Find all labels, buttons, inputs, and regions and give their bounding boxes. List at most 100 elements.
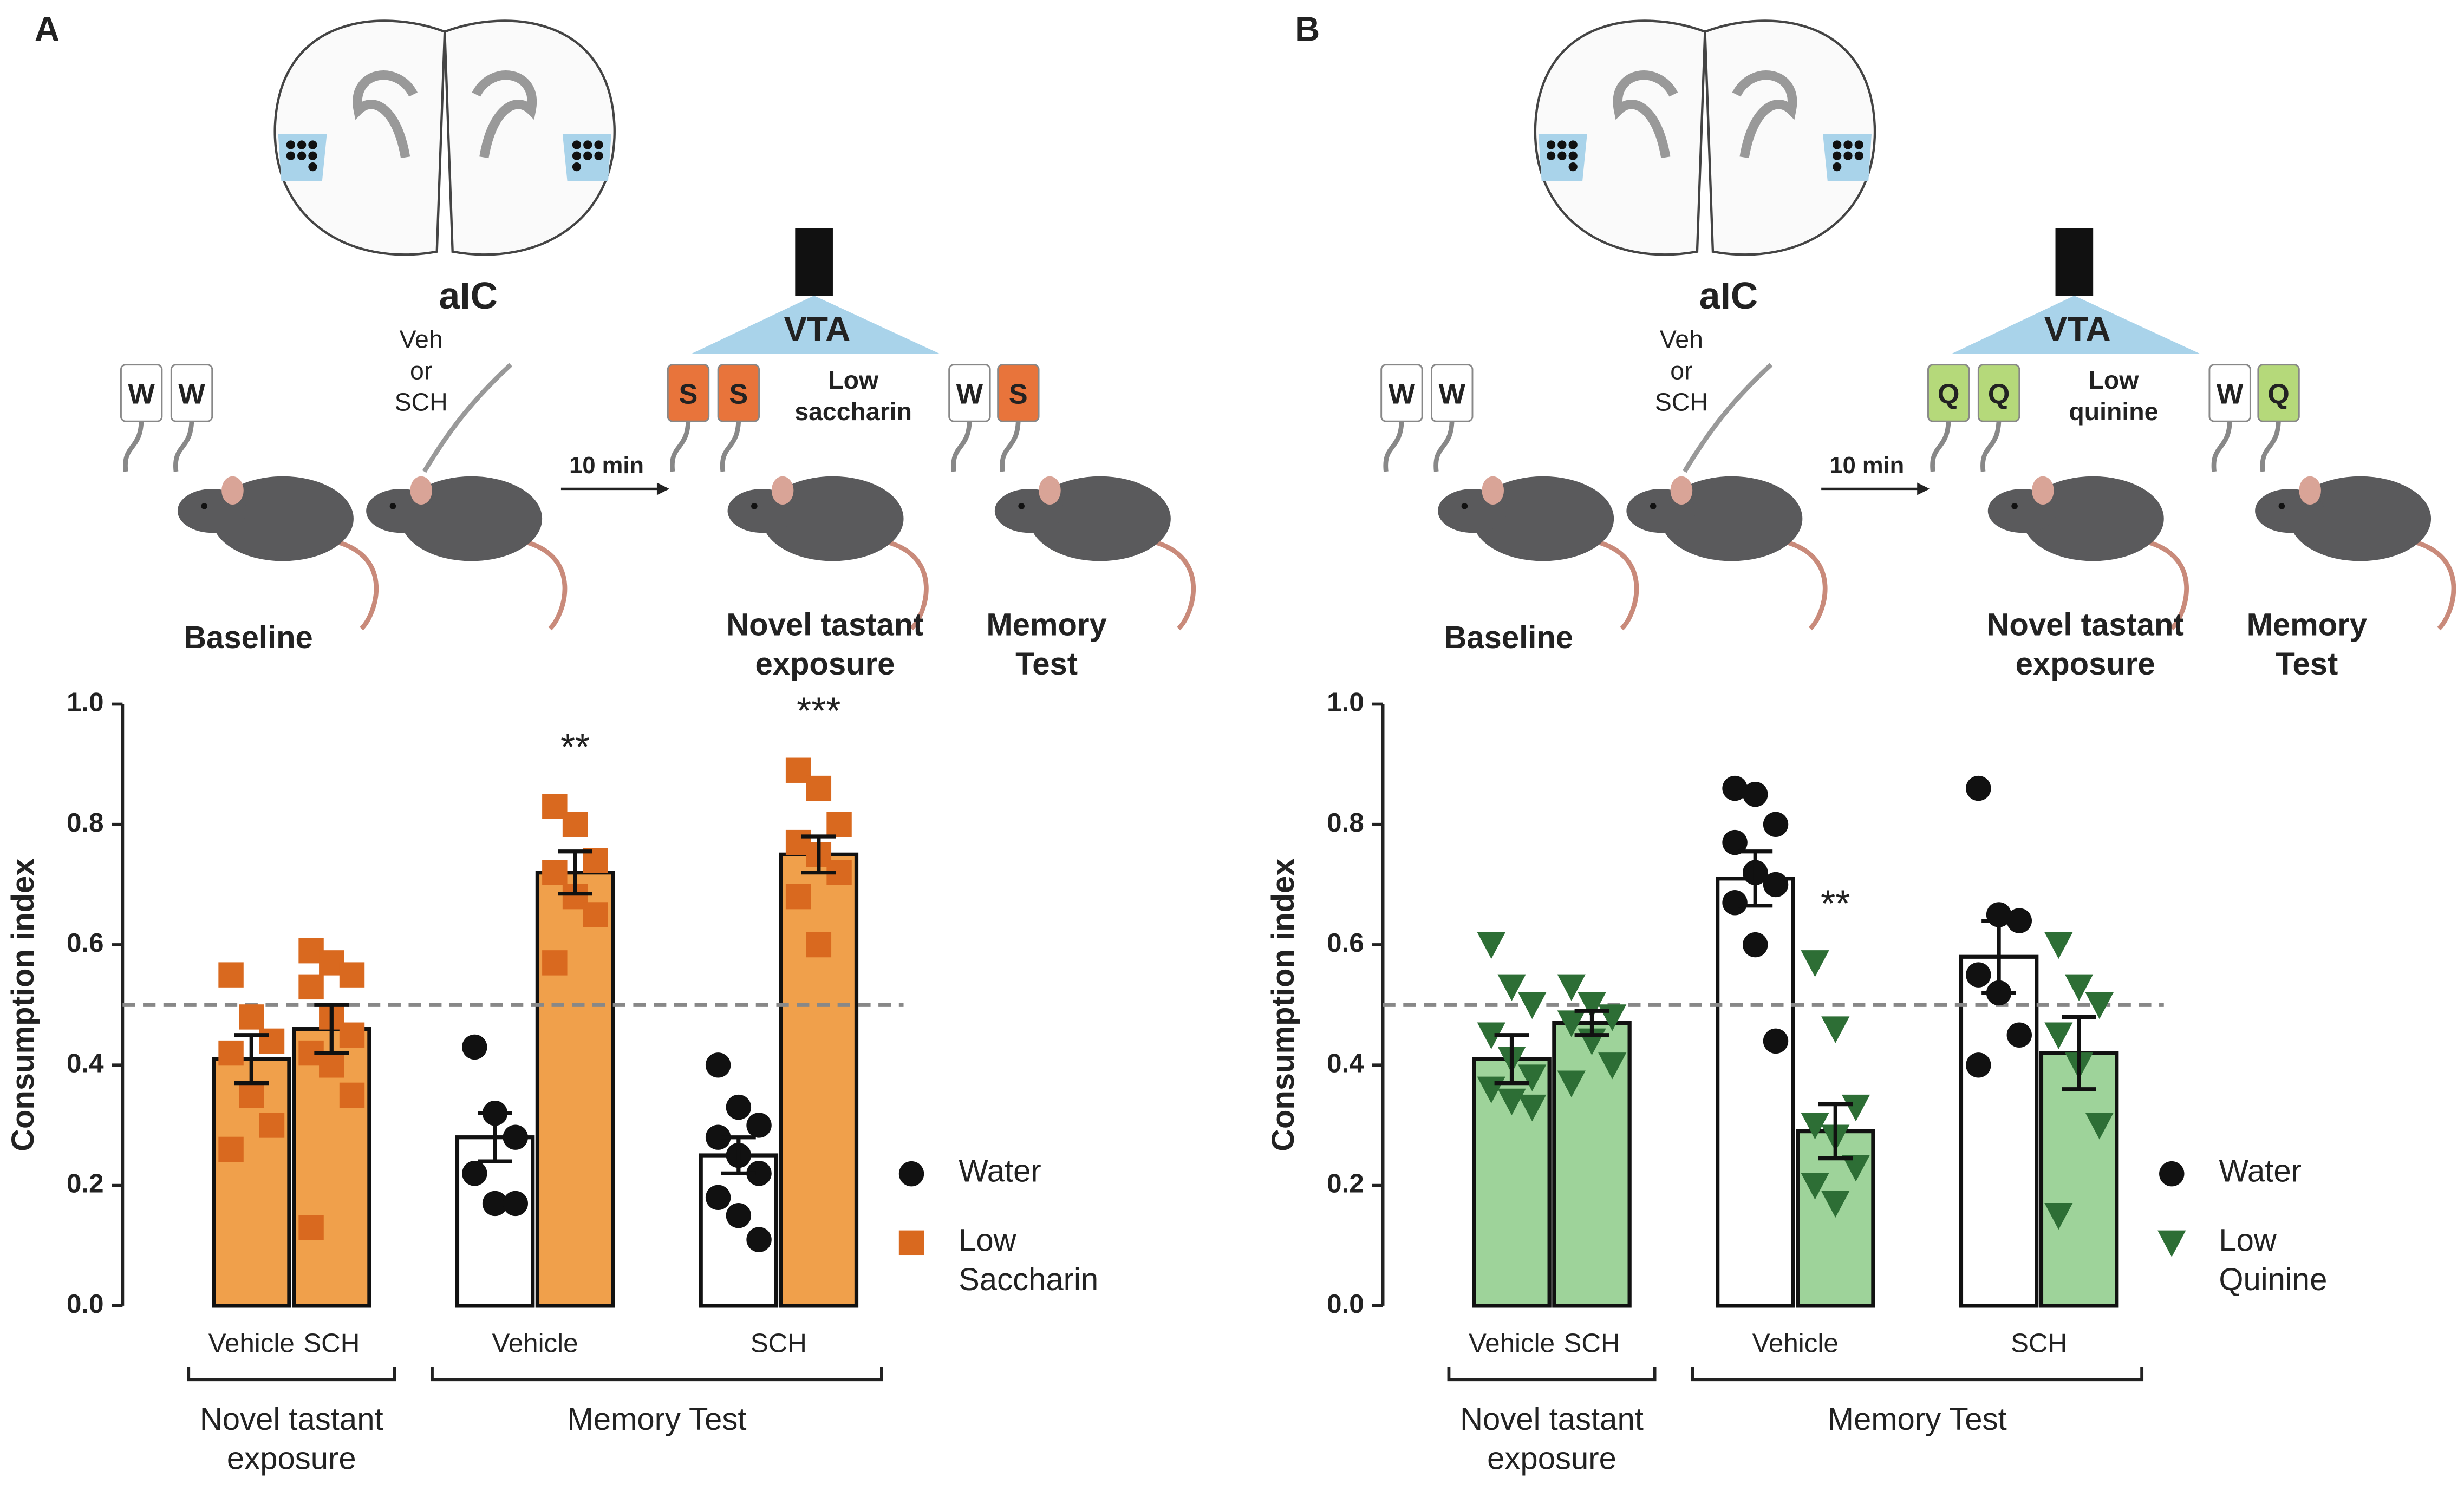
legend-label: Low Saccharin — [959, 1224, 1099, 1298]
treatment-label: or — [1670, 356, 1692, 384]
injection-site — [583, 151, 592, 160]
injection-site — [1546, 151, 1556, 160]
mouse-eye — [2278, 503, 2285, 509]
injection-site — [1833, 140, 1842, 149]
injection-site — [583, 140, 592, 149]
data-point — [239, 1082, 264, 1108]
data-point — [1518, 992, 1547, 1019]
x-tick-label: Vehicle — [492, 1328, 578, 1358]
data-point — [218, 962, 244, 988]
data-point — [806, 932, 832, 958]
mouse-tail — [525, 540, 568, 631]
data-point — [746, 1227, 772, 1252]
bottle-tube — [669, 418, 691, 472]
optic-fiber — [795, 228, 833, 296]
region-label: aIC — [1699, 274, 1758, 317]
x-tick-label: Vehicle — [1752, 1328, 1839, 1358]
data-point — [339, 962, 365, 988]
bottle-tube — [951, 418, 972, 472]
data-point — [785, 884, 811, 910]
data-point — [1743, 781, 1768, 807]
data-point — [1557, 974, 1586, 1001]
group-label-box: Memory Test — [1828, 1403, 2007, 1438]
delay-label: 10 min — [1829, 453, 1904, 479]
y-axis-label: Consumption index — [1266, 858, 1301, 1151]
stage-label: Baseline — [1444, 620, 1573, 655]
ventricle — [472, 70, 537, 159]
error-bar — [1738, 849, 1773, 908]
mouse-tail — [1597, 540, 1639, 631]
bottle — [1380, 364, 1423, 422]
group-label-box: Novel tastant exposure — [200, 1403, 383, 1477]
ventricle — [353, 70, 418, 159]
error-bar — [2062, 1015, 2096, 1091]
injection-site — [594, 140, 603, 149]
bottle-label: Q — [1938, 379, 1960, 410]
bottle-label: Q — [2267, 379, 2290, 410]
data-point — [1763, 812, 1789, 837]
ventricle — [1613, 70, 1678, 159]
data-point — [562, 812, 588, 837]
vta-cone — [1952, 296, 2200, 354]
syringe — [422, 363, 513, 473]
tastant-label: Low — [828, 366, 879, 394]
bottle-tube — [2260, 418, 2281, 472]
data-point — [339, 1082, 365, 1108]
group-bracket — [187, 1367, 396, 1382]
data-point — [1722, 775, 1748, 801]
injection-site — [1568, 162, 1578, 172]
injection-site — [1843, 140, 1853, 149]
y-tick-label: 0.6 — [1327, 928, 1364, 958]
data-point — [705, 1185, 731, 1211]
data-point — [898, 1230, 924, 1256]
data-point — [482, 1191, 508, 1217]
mouse-body — [762, 476, 904, 561]
mouse-eye — [389, 503, 396, 509]
data-point — [319, 1052, 344, 1078]
stage-label: exposure — [2016, 646, 2155, 682]
bottle — [1927, 364, 1970, 422]
mouse-body — [1472, 476, 1614, 561]
data-point — [1801, 1173, 1829, 1200]
brain — [1534, 19, 1876, 256]
injection-site — [308, 140, 317, 149]
data-point — [1598, 1052, 1627, 1080]
legend-label-box: Water — [959, 1155, 1041, 1189]
x-tick-label: SCH — [303, 1328, 360, 1358]
bottle-tube — [2211, 418, 2232, 472]
injection-site — [572, 162, 582, 172]
x-tick-label: SCH — [2011, 1328, 2067, 1358]
y-tick-label: 0.6 — [67, 928, 104, 958]
bar — [779, 852, 859, 1308]
x-tick-label: Vehicle — [208, 1328, 295, 1358]
tastant-label: quinine — [2069, 397, 2158, 426]
syringe — [1682, 363, 1773, 473]
group-bracket — [431, 1367, 883, 1382]
bottle-label: S — [1009, 379, 1028, 410]
panel-label: B — [1295, 9, 1320, 48]
injection-site — [1833, 162, 1842, 172]
y-tick-label: 0.4 — [1327, 1048, 1364, 1078]
bottle-tube — [1433, 418, 1455, 472]
stage-label: Test — [1015, 646, 1078, 682]
group-label: Memory Test — [567, 1403, 747, 1438]
arrow-head — [1917, 482, 1930, 495]
injection-site — [1568, 151, 1578, 160]
mouse-ear — [771, 476, 794, 505]
treatment-label: Veh — [400, 325, 443, 353]
bar — [1959, 954, 2039, 1308]
data-point — [1497, 974, 1526, 1001]
legend-label: Water — [2219, 1155, 2302, 1190]
bar — [212, 1057, 291, 1308]
y-axis-label: Consumption index — [5, 858, 41, 1151]
mouse-body — [2289, 476, 2432, 561]
data-point — [2159, 1161, 2185, 1187]
region-label: aIC — [439, 274, 498, 317]
bottle — [997, 364, 1040, 422]
data-point — [542, 950, 568, 976]
data-point — [1763, 872, 1789, 898]
y-tick-label: 0.0 — [67, 1289, 104, 1319]
data-point — [1966, 962, 1991, 988]
mouse-ear — [2299, 476, 2321, 505]
tastant-label: Low — [2089, 366, 2140, 394]
